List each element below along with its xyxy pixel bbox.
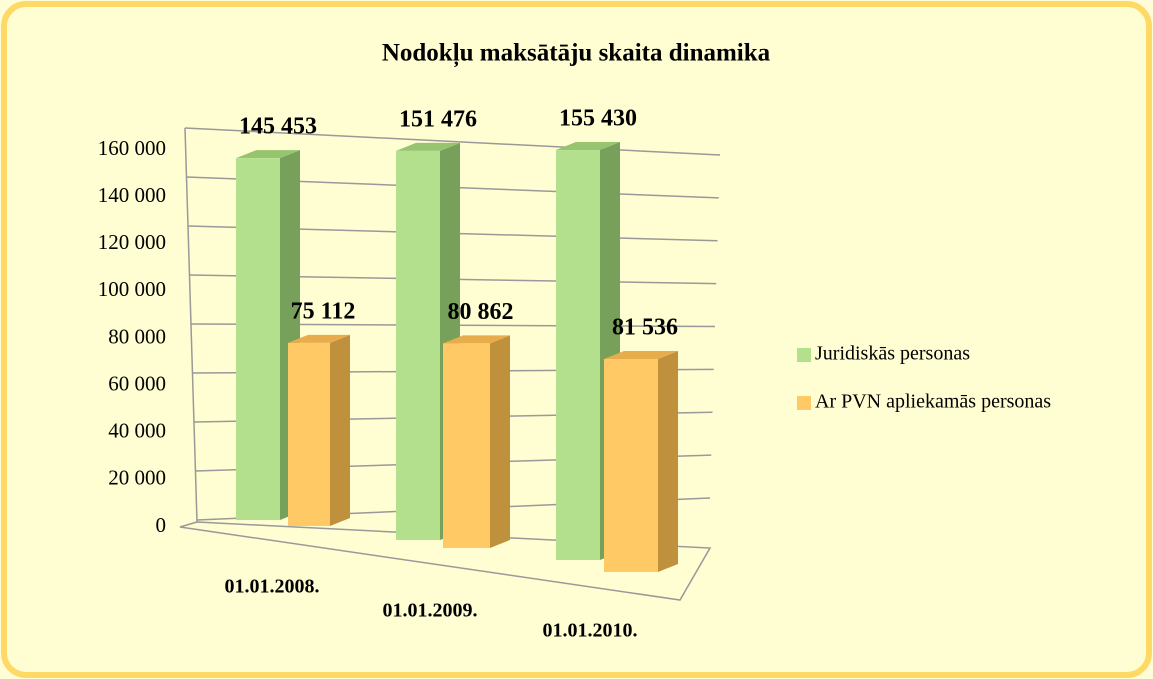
x-tick-label: 01.01.2010. [543,620,638,642]
legend-label: Ar PVN apliekamās personas [815,391,1051,413]
bar-side [330,334,350,526]
floor [179,521,712,601]
bar-top [396,142,460,151]
x-tick-label: 01.01.2008. [225,576,320,598]
value-label: 80 862 [448,299,514,325]
value-label: 81 536 [612,314,678,340]
bar-top [556,142,620,151]
bar [236,158,280,520]
y-tick-label: 40 000 [108,419,166,443]
bar [443,343,490,548]
y-tick-label: 60 000 [108,371,166,395]
grid-line [184,127,721,156]
chart-title: Nodokļu maksātāju skaita dinamika [382,40,771,68]
y-tick-label: 80 000 [108,324,166,348]
bar [556,150,600,560]
y-tick-label: 100 000 [98,277,166,301]
y-tick-label: 160 000 [98,136,166,160]
x-tick-label: 01.01.2009. [383,600,478,622]
legend-swatch [797,396,811,410]
bar-top [443,335,510,344]
y-tick-label: 120 000 [98,230,166,254]
value-label: 151 476 [399,106,477,132]
value-label: 75 112 [291,298,356,324]
bar [288,342,330,526]
bar-side [658,350,678,572]
bar-top [236,150,300,159]
bar-side [490,335,510,548]
axis-line [184,127,198,523]
bar [604,358,658,572]
legend-label: Juridiskās personas [815,343,970,365]
y-tick-label: 0 [156,513,167,537]
value-label: 145 453 [239,114,317,140]
y-tick-label: 140 000 [98,183,166,207]
bar-top [604,350,678,359]
bar-top [288,334,350,343]
value-label: 155 430 [559,106,637,132]
y-tick-label: 20 000 [108,466,166,490]
bar [396,150,440,540]
legend-swatch [797,348,811,362]
